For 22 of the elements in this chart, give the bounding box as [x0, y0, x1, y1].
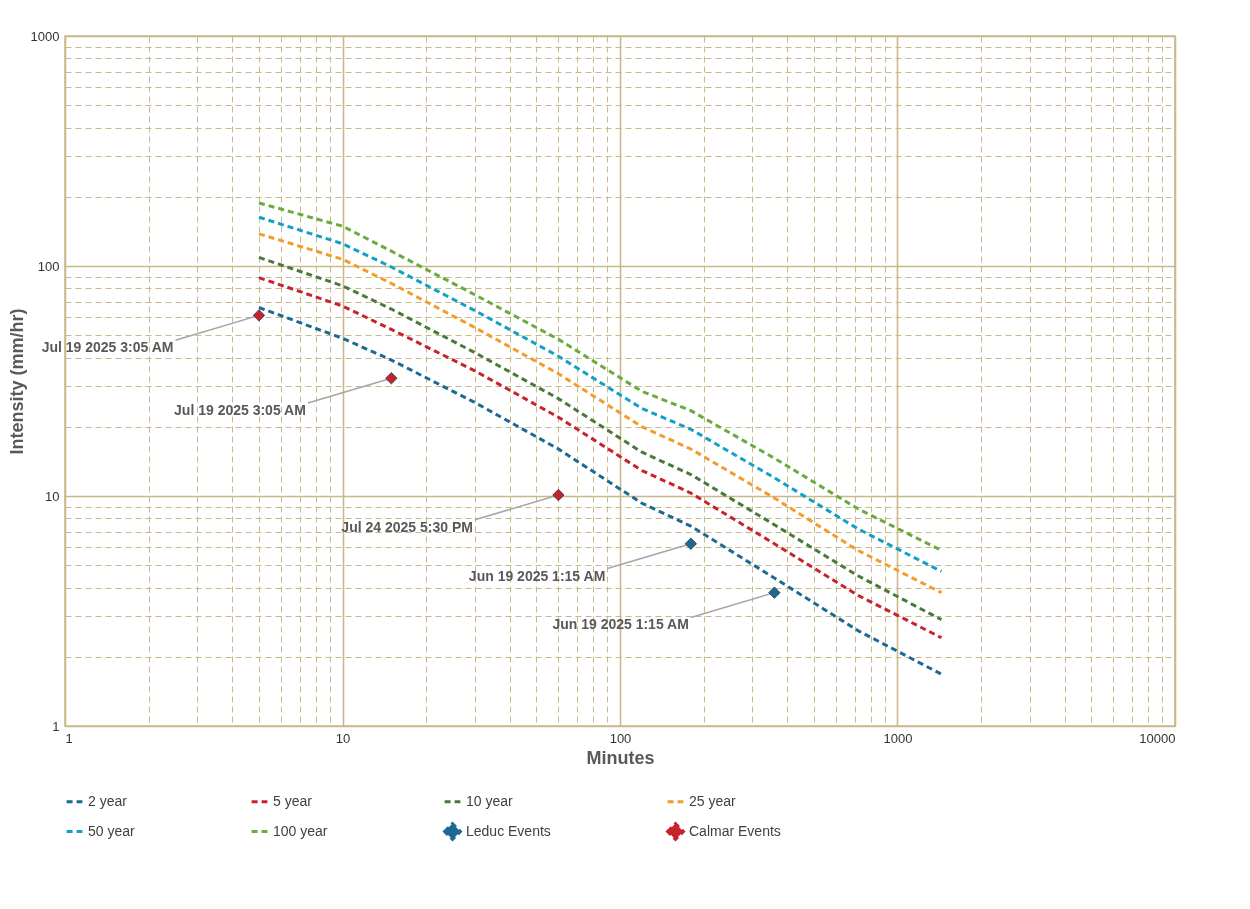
legend-label: 50 year [88, 822, 136, 839]
legend-label: 5 year [273, 792, 313, 809]
annotation: Jul 19 2025 3:05 AM [41, 339, 174, 356]
y-tick-label: 10 [45, 488, 60, 504]
x-tick-label: 10 [335, 730, 351, 746]
x-tick-label: 1 [65, 730, 73, 746]
annotation: Jun 19 2025 1:15 AM [468, 567, 606, 584]
x-tick-label: 1000 [883, 730, 913, 746]
legend-label: 2 year [88, 792, 128, 809]
x-tick-label: 100 [609, 730, 632, 746]
annotation: Jul 19 2025 3:05 AM [174, 402, 306, 419]
y-axis-title: Intensity (mm/hr) [6, 308, 27, 455]
y-tick-label: 100 [37, 258, 60, 274]
legend-label: Leduc Events [466, 822, 551, 839]
y-tick-label: 1000 [30, 28, 60, 44]
legend-label: 100 year [273, 822, 328, 839]
x-axis-title: Minutes [586, 747, 655, 768]
legend-label: Calmar Events [689, 822, 781, 839]
legend-label: 10 year [466, 792, 514, 809]
legend-label: 25 year [689, 792, 737, 809]
y-tick-label: 1 [52, 718, 60, 734]
x-tick-label: 10000 [1139, 730, 1176, 746]
